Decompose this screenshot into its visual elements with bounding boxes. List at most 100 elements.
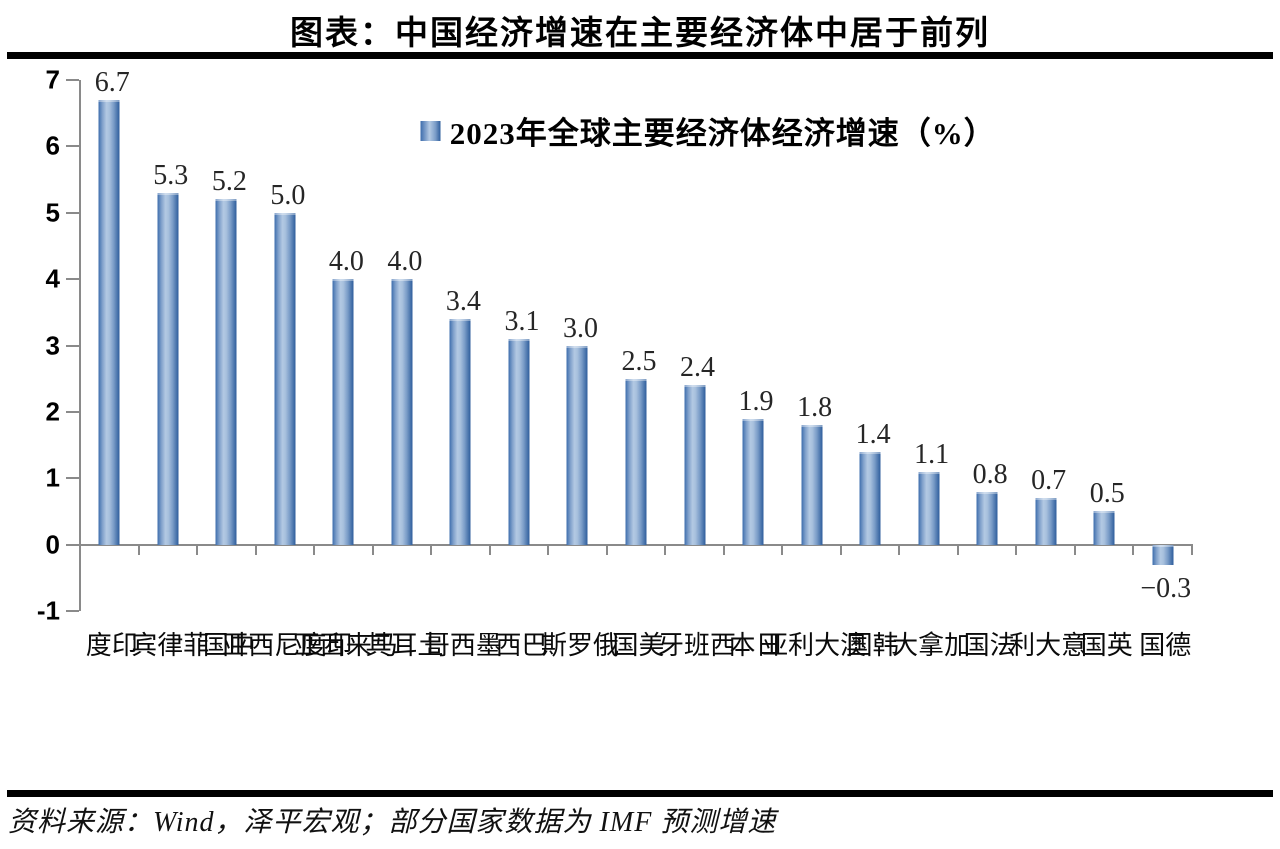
top-divider-rule bbox=[7, 52, 1273, 59]
x-axis-tick bbox=[781, 546, 784, 555]
bar bbox=[215, 199, 237, 545]
x-axis-tick bbox=[1132, 546, 1135, 555]
bar bbox=[859, 451, 881, 545]
y-axis-tick bbox=[66, 278, 79, 281]
category-label: 印度 bbox=[82, 631, 138, 662]
x-axis-tick bbox=[1073, 546, 1076, 555]
bar bbox=[742, 418, 764, 545]
bar bbox=[157, 192, 179, 545]
bar bbox=[332, 279, 354, 545]
legend-label: 2023年全球主要经济体经济增速（%） bbox=[449, 116, 996, 151]
plot-area: 2023年全球主要经济体经济增速（%） 7 6 5 4 3 2 1 0 -1 6.7 印度 5.3 菲律… bbox=[37, 65, 1193, 662]
y-axis-tick bbox=[66, 410, 79, 413]
x-axis-tick bbox=[488, 546, 491, 555]
legend-swatch-icon bbox=[420, 120, 441, 141]
bar-value-label: 1.8 bbox=[797, 392, 833, 424]
category-label: 俄罗斯 bbox=[537, 631, 619, 662]
bar-value-label: 1.1 bbox=[914, 438, 950, 470]
bar bbox=[1152, 544, 1174, 565]
x-axis-tick bbox=[137, 546, 140, 555]
x-axis-tick bbox=[196, 546, 199, 555]
y-axis-tick-label: -1 bbox=[36, 595, 60, 626]
bar bbox=[918, 471, 940, 545]
x-axis-tick bbox=[722, 546, 725, 555]
category-label: 马来西亚 bbox=[290, 631, 398, 662]
y-axis-tick bbox=[66, 211, 79, 214]
bar-value-label: 5.2 bbox=[211, 166, 247, 198]
y-axis-tick bbox=[66, 543, 79, 546]
source-note: 资料来源：Wind，泽平宏观；部分国家数据为 IMF 预测增速 bbox=[8, 807, 777, 838]
category-label: 澳大利亚 bbox=[758, 631, 866, 662]
y-axis-tick-label: 2 bbox=[45, 396, 60, 427]
x-axis-tick bbox=[254, 546, 257, 555]
bar-value-label: 5.3 bbox=[153, 159, 189, 191]
bar bbox=[98, 99, 120, 545]
bar-value-label: 3.1 bbox=[504, 305, 540, 337]
x-axis-tick bbox=[605, 546, 608, 555]
y-axis-tick bbox=[66, 145, 79, 148]
category-label: 巴西 bbox=[491, 631, 547, 662]
x-axis-tick bbox=[313, 546, 316, 555]
x-axis-tick bbox=[898, 546, 901, 555]
y-axis-tick-label: 3 bbox=[45, 330, 60, 360]
x-axis-tick bbox=[79, 546, 81, 555]
bar-value-label: 1.9 bbox=[738, 385, 774, 417]
x-axis-tick bbox=[1015, 546, 1018, 555]
x-axis-tick bbox=[547, 546, 550, 555]
chart-title: 图表：中国经济增速在主要经济体中居于前列 bbox=[290, 16, 990, 52]
legend: 2023年全球主要经济体经济增速（%） bbox=[420, 108, 996, 153]
x-axis-tick bbox=[956, 546, 959, 555]
category-label: 韩国 bbox=[843, 631, 899, 662]
bar bbox=[684, 385, 706, 545]
category-label: 中国 bbox=[199, 631, 255, 662]
category-label: 墨西哥 bbox=[420, 631, 502, 662]
bar bbox=[625, 378, 647, 545]
bar-value-label: 1.4 bbox=[855, 418, 891, 450]
y-axis-tick bbox=[66, 79, 79, 81]
bar bbox=[274, 212, 296, 545]
bar-value-label: 0.7 bbox=[1031, 465, 1067, 497]
bar bbox=[508, 338, 530, 545]
bar bbox=[801, 425, 823, 545]
y-axis-tick-label: 6 bbox=[45, 130, 60, 161]
x-axis-zero-line bbox=[79, 544, 1193, 546]
y-axis-tick bbox=[66, 344, 79, 347]
bar-value-label: 2.5 bbox=[621, 345, 657, 377]
category-label: 意大利 bbox=[1005, 631, 1087, 662]
y-axis-line bbox=[79, 80, 81, 611]
category-label: 西班牙 bbox=[654, 631, 736, 662]
x-axis-tick bbox=[839, 546, 842, 555]
bar-value-label: 5.0 bbox=[270, 179, 306, 211]
y-axis-tick-label: 4 bbox=[45, 263, 60, 294]
bar-value-label: 2.4 bbox=[680, 352, 716, 384]
bar-value-label: 3.4 bbox=[445, 285, 481, 317]
y-axis-tick bbox=[66, 610, 79, 612]
category-label: 日本 bbox=[726, 631, 782, 662]
category-label: 菲律宾 bbox=[127, 631, 209, 662]
y-axis-tick-label: 1 bbox=[45, 462, 60, 493]
category-label: 印度尼西亚 bbox=[218, 631, 352, 662]
category-label: 美国 bbox=[609, 631, 664, 662]
bar-value-label: 4.0 bbox=[328, 246, 364, 278]
bar bbox=[391, 279, 413, 545]
category-label: 德国 bbox=[1135, 631, 1191, 662]
x-axis-tick bbox=[664, 546, 667, 555]
bar-value-label: 0.8 bbox=[972, 458, 1008, 490]
bar bbox=[449, 318, 471, 545]
bar bbox=[976, 491, 998, 545]
bar bbox=[1035, 498, 1057, 545]
category-label: 英国 bbox=[1077, 631, 1133, 662]
category-label: 法国 bbox=[960, 631, 1016, 662]
y-axis-tick-label: 7 bbox=[45, 64, 60, 95]
x-axis-tick bbox=[1191, 546, 1193, 555]
bar-value-label: 3.0 bbox=[562, 312, 598, 344]
bar-value-label: −0.3 bbox=[1140, 572, 1192, 604]
bar bbox=[566, 345, 588, 545]
x-axis-tick bbox=[371, 546, 374, 555]
bar-value-label: 0.5 bbox=[1089, 478, 1125, 510]
y-axis-tick-label: 0 bbox=[45, 529, 60, 560]
x-axis-tick bbox=[430, 546, 433, 555]
category-label: 加拿大 bbox=[888, 631, 970, 662]
y-axis-tick bbox=[66, 477, 79, 480]
y-axis-tick-label: 5 bbox=[45, 197, 60, 228]
